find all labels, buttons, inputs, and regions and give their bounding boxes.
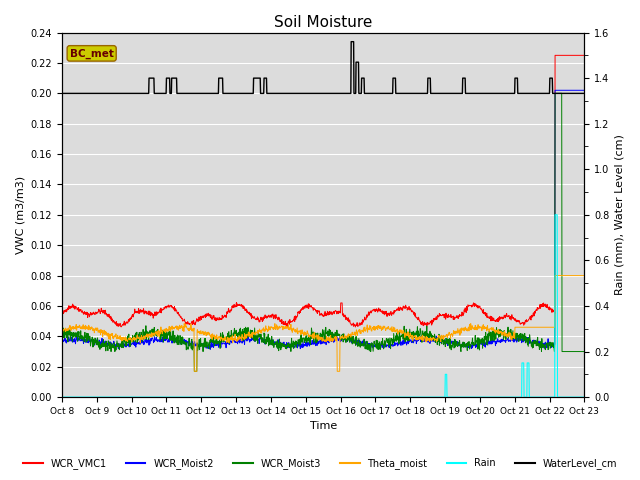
WCR_VMC1 [280, 319, 287, 324]
Rain [280, 394, 287, 400]
Line: WCR_Moist3: WCR_Moist3 [62, 93, 584, 372]
WaterLevel_cm [99, 91, 106, 96]
Theta_moist [551, 273, 559, 278]
Rain [291, 394, 298, 400]
WCR_Moist2 [99, 340, 106, 346]
WCR_Moist2 [300, 343, 308, 349]
Rain [551, 212, 559, 218]
WCR_Moist2 [58, 337, 66, 343]
WCR_Moist3 [551, 90, 559, 96]
WCR_Moist3 [356, 341, 364, 347]
Legend: WCR_VMC1, WCR_Moist2, WCR_Moist3, Theta_moist, Rain, WaterLevel_cm: WCR_VMC1, WCR_Moist2, WCR_Moist3, Theta_… [19, 454, 621, 473]
Theta_moist [58, 330, 66, 336]
Line: WaterLevel_cm: WaterLevel_cm [62, 42, 584, 94]
WCR_VMC1 [356, 320, 364, 326]
WCR_VMC1 [291, 314, 298, 320]
Y-axis label: VWC (m3/m3): VWC (m3/m3) [15, 176, 25, 254]
WCR_Moist2 [280, 339, 288, 345]
WaterLevel_cm [120, 91, 127, 96]
Line: Rain: Rain [62, 215, 584, 397]
Line: WCR_Moist2: WCR_Moist2 [62, 90, 584, 349]
WCR_VMC1 [351, 324, 359, 330]
Y-axis label: Rain (mm), Water Level (cm): Rain (mm), Water Level (cm) [615, 134, 625, 295]
Rain [355, 394, 363, 400]
WCR_Moist3 [300, 339, 308, 345]
Theta_moist [580, 273, 588, 278]
Theta_moist [120, 335, 127, 340]
WCR_VMC1 [300, 304, 308, 310]
WaterLevel_cm [300, 91, 308, 96]
WCR_Moist3 [580, 348, 588, 354]
WCR_Moist3 [58, 336, 66, 342]
WCR_VMC1 [551, 52, 559, 58]
Theta_moist [191, 369, 198, 374]
WaterLevel_cm [291, 91, 298, 96]
Text: BC_met: BC_met [70, 48, 114, 59]
Theta_moist [99, 327, 106, 333]
Rain [58, 394, 66, 400]
Theta_moist [300, 331, 308, 337]
WCR_Moist3 [191, 369, 198, 374]
WCR_Moist2 [207, 347, 214, 352]
Rain [120, 394, 127, 400]
WaterLevel_cm [580, 91, 588, 96]
Rain [99, 394, 106, 400]
WCR_Moist2 [580, 87, 588, 93]
WCR_Moist2 [356, 337, 364, 343]
WCR_Moist3 [291, 342, 298, 348]
WaterLevel_cm [356, 91, 364, 96]
WCR_VMC1 [99, 309, 106, 314]
WaterLevel_cm [58, 91, 66, 96]
Line: WCR_VMC1: WCR_VMC1 [62, 55, 584, 327]
WCR_Moist2 [551, 87, 559, 93]
Theta_moist [291, 328, 298, 334]
Theta_moist [280, 324, 288, 329]
WCR_Moist3 [99, 342, 106, 348]
WCR_VMC1 [58, 312, 66, 317]
WaterLevel_cm [280, 91, 287, 96]
WCR_Moist3 [120, 342, 127, 348]
WCR_Moist2 [291, 343, 298, 348]
Rain [580, 394, 588, 400]
WaterLevel_cm [348, 39, 355, 45]
WCR_Moist2 [120, 340, 127, 346]
WCR_VMC1 [580, 52, 588, 58]
Rain [300, 394, 308, 400]
WCR_Moist3 [280, 341, 288, 347]
WCR_VMC1 [120, 320, 127, 326]
Theta_moist [356, 329, 364, 335]
Line: Theta_moist: Theta_moist [62, 276, 584, 372]
X-axis label: Time: Time [310, 421, 337, 432]
Title: Soil Moisture: Soil Moisture [274, 15, 372, 30]
